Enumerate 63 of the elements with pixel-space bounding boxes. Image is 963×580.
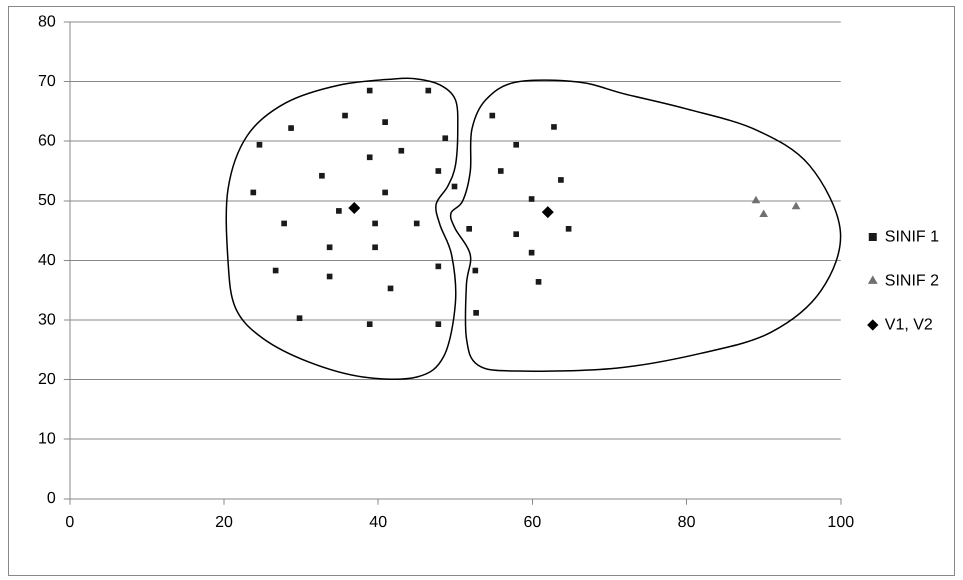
x-tick-label: 80 bbox=[678, 514, 696, 531]
point bbox=[272, 268, 278, 274]
y-tick-label: 60 bbox=[38, 132, 56, 150]
legend-label: SINIF 1 bbox=[884, 228, 940, 246]
point bbox=[425, 88, 432, 94]
y-tick-label: 10 bbox=[38, 430, 56, 448]
y-tick-label: 80 bbox=[38, 13, 56, 30]
point bbox=[498, 168, 504, 174]
point bbox=[319, 172, 325, 179]
point bbox=[398, 148, 404, 154]
point bbox=[256, 142, 262, 148]
point bbox=[366, 88, 373, 94]
y-tick-label: 30 bbox=[38, 311, 56, 328]
x-tick-label: 40 bbox=[369, 514, 388, 531]
point bbox=[366, 154, 373, 160]
point bbox=[528, 250, 534, 256]
point bbox=[435, 321, 442, 327]
point bbox=[752, 196, 760, 204]
point bbox=[513, 142, 520, 148]
point bbox=[472, 268, 478, 274]
point bbox=[792, 202, 800, 210]
point bbox=[473, 310, 479, 316]
point bbox=[296, 315, 302, 322]
point bbox=[388, 286, 394, 292]
legend-label: V1, V2 bbox=[884, 316, 933, 334]
point bbox=[372, 244, 378, 250]
point bbox=[326, 274, 332, 280]
point bbox=[558, 177, 564, 183]
point bbox=[250, 190, 256, 196]
point bbox=[513, 231, 520, 238]
point bbox=[342, 112, 348, 118]
point bbox=[435, 168, 442, 174]
point bbox=[414, 220, 420, 226]
x-tick-label: 100 bbox=[827, 514, 854, 531]
point bbox=[336, 208, 342, 214]
point bbox=[366, 321, 373, 327]
y-tick-label: 0 bbox=[46, 490, 56, 508]
x-tick-label: 0 bbox=[65, 514, 74, 531]
point bbox=[326, 244, 332, 250]
point bbox=[348, 202, 360, 214]
point bbox=[372, 220, 378, 226]
point bbox=[382, 119, 388, 125]
point bbox=[442, 135, 448, 142]
y-tick-label: 70 bbox=[38, 73, 56, 90]
y-tick-label: 50 bbox=[38, 192, 56, 210]
legend-label: SINIF 2 bbox=[884, 272, 940, 290]
y-tick-label: 20 bbox=[38, 371, 56, 388]
point bbox=[489, 112, 496, 118]
point bbox=[281, 220, 287, 226]
point bbox=[528, 196, 534, 202]
point bbox=[551, 124, 557, 130]
point bbox=[435, 264, 442, 270]
point bbox=[542, 206, 554, 218]
x-tick-label: 60 bbox=[523, 514, 542, 531]
point bbox=[452, 184, 458, 190]
point bbox=[566, 226, 572, 232]
x-tick-label: 20 bbox=[215, 514, 233, 531]
point bbox=[536, 279, 542, 285]
point bbox=[759, 210, 768, 218]
point bbox=[288, 125, 294, 131]
point bbox=[382, 190, 388, 196]
point bbox=[466, 226, 472, 232]
y-tick-label: 40 bbox=[38, 252, 56, 269]
